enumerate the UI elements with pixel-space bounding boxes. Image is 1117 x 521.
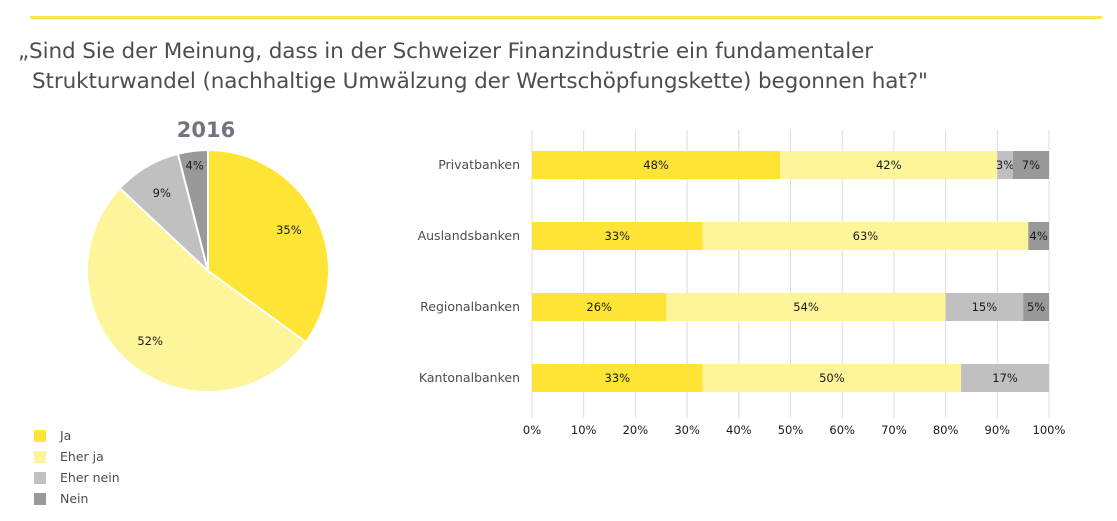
pie-chart-title: 2016 — [176, 118, 236, 142]
bar-segment-kantonalbanken-eher-ja — [702, 364, 962, 392]
bar-data-label: 33% — [605, 371, 631, 385]
x-tick-label: 0% — [523, 423, 541, 437]
category-label-kantonalbanken: Kantonalbanken — [418, 370, 520, 385]
bar-data-label: 33% — [605, 229, 631, 243]
legend-item-eher-ja: Eher ja — [34, 446, 120, 467]
pie-data-label: 52% — [137, 334, 163, 348]
bar-segment-kantonalbanken-ja — [532, 364, 703, 392]
x-tick-label: 30% — [674, 423, 700, 437]
legend-swatch-nein — [34, 492, 46, 505]
legend-swatch-eher-nein — [34, 471, 46, 484]
bar-data-label: 63% — [853, 229, 879, 243]
bar-data-label: 48% — [643, 158, 669, 172]
bar-data-label: 5% — [1027, 300, 1045, 314]
title-line-1: „Sind Sie der Meinung, dass in der Schwe… — [18, 39, 873, 64]
x-tick-label: 90% — [985, 423, 1011, 437]
x-tick-label: 20% — [623, 423, 649, 437]
bar-data-label: 26% — [586, 300, 612, 314]
legend-label: Eher ja — [60, 449, 104, 464]
bar-data-label: 54% — [793, 300, 819, 314]
pie-data-label: 4% — [186, 158, 204, 172]
bar-data-label: 42% — [876, 158, 902, 172]
legend: Ja Eher ja Eher nein Nein — [34, 425, 120, 509]
bar-segment-auslandsbanken-eher-ja — [702, 222, 1029, 250]
legend-label: Nein — [60, 491, 89, 506]
bar-segment-regionalbanken-nein — [1023, 293, 1049, 321]
top-accent-rule — [30, 16, 1102, 19]
legend-swatch-ja — [34, 429, 46, 442]
bar-segment-auslandsbanken-nein — [1028, 222, 1049, 250]
bar-data-label: 3% — [996, 158, 1014, 172]
category-label-regionalbanken: Regionalbanken — [420, 299, 520, 314]
x-tick-label: 40% — [726, 423, 752, 437]
legend-swatch-eher-ja — [34, 450, 46, 463]
x-tick-label: 50% — [778, 423, 804, 437]
bar-segment-privatbanken-eher-nein — [997, 151, 1013, 179]
pie-data-label: 35% — [276, 223, 302, 237]
x-tick-label: 100% — [1033, 423, 1066, 437]
bar-data-label: 4% — [1030, 229, 1048, 243]
pie-data-label: 9% — [153, 186, 171, 200]
legend-item-nein: Nein — [34, 488, 120, 509]
pie-slice-ja — [207, 148, 330, 344]
x-tick-label: 70% — [881, 423, 907, 437]
page-title: „Sind Sie der Meinung, dass in der Schwe… — [18, 37, 1108, 97]
bar-data-label: 7% — [1022, 158, 1040, 172]
bar-data-label: 17% — [992, 371, 1018, 385]
bar-data-label: 50% — [819, 371, 845, 385]
bar-segment-privatbanken-ja — [532, 151, 781, 179]
legend-item-eher-nein: Eher nein — [34, 467, 120, 488]
x-tick-label: 80% — [933, 423, 959, 437]
x-tick-label: 60% — [829, 423, 855, 437]
title-line-2: Strukturwandel (nachhaltige Umwälzung de… — [32, 69, 928, 94]
bar-segment-kantonalbanken-eher-nein — [961, 364, 1049, 392]
category-label-privatbanken: Privatbanken — [438, 157, 520, 172]
category-label-auslandsbanken: Auslandsbanken — [417, 228, 520, 243]
legend-label: Eher nein — [60, 470, 120, 485]
bar-data-label: 15% — [972, 300, 998, 314]
bar-segment-regionalbanken-eher-ja — [666, 293, 946, 321]
bar-segment-regionalbanken-eher-nein — [945, 293, 1024, 321]
bar-segment-auslandsbanken-ja — [532, 222, 703, 250]
pie-slice-nein — [176, 148, 209, 272]
legend-label: Ja — [60, 428, 72, 443]
bar-segment-regionalbanken-ja — [532, 293, 667, 321]
legend-item-ja: Ja — [34, 425, 120, 446]
x-tick-label: 10% — [571, 423, 597, 437]
pie-slice-eher-ja — [86, 186, 308, 393]
bar-segment-privatbanken-eher-ja — [780, 151, 998, 179]
bar-segment-privatbanken-nein — [1012, 151, 1049, 179]
